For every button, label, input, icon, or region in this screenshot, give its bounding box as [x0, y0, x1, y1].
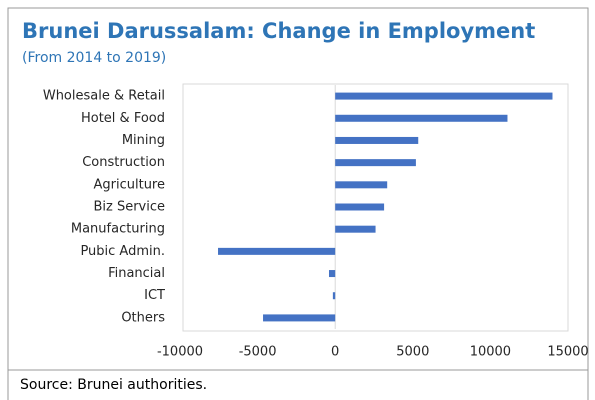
bar — [335, 225, 376, 233]
category-label: Manufacturing — [71, 222, 165, 237]
bar — [335, 114, 508, 122]
bar — [263, 314, 336, 322]
category-label: ICT — [144, 288, 165, 303]
x-tick-label: -10000 — [157, 345, 203, 360]
chart-subtitle: (From 2014 to 2019) — [22, 50, 166, 66]
bar — [335, 159, 416, 167]
category-label: Construction — [82, 155, 165, 170]
bar — [218, 247, 336, 255]
category-label: Wholesale & Retail — [43, 89, 165, 104]
source: Source: Brunei authorities. — [20, 377, 207, 393]
category-label: Financial — [108, 266, 165, 281]
bar — [335, 136, 419, 144]
plot-area — [182, 83, 569, 332]
category-label: Others — [121, 310, 165, 325]
x-tick-label: 5000 — [396, 345, 429, 360]
bar — [335, 203, 385, 211]
bar — [335, 181, 388, 189]
frame — [7, 7, 589, 400]
x-tick-label: 10000 — [470, 345, 511, 360]
bar — [328, 270, 336, 278]
x-tick-label: -5000 — [239, 345, 277, 360]
x-tick-label: 15000 — [547, 345, 588, 360]
x-tick-label: 0 — [331, 345, 339, 360]
category-label: Pubic Admin. — [80, 244, 165, 259]
category-label: Hotel & Food — [81, 111, 165, 126]
bar — [335, 92, 553, 100]
category-label: Agriculture — [94, 177, 166, 192]
category-label: Biz Service — [93, 200, 165, 215]
bar — [332, 292, 336, 300]
chart-title: Brunei Darussalam: Change in Employment — [22, 19, 535, 43]
category-label: Mining — [122, 133, 165, 148]
